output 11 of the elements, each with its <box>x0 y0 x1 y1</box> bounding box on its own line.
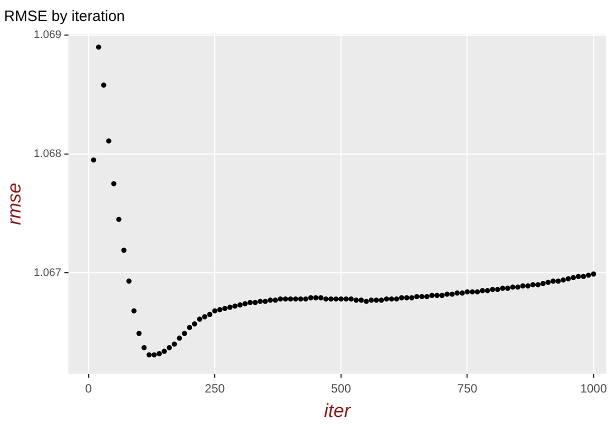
x-axis-title: iter <box>324 400 352 422</box>
y-tick-label: 1.069 <box>34 29 62 42</box>
x-tick-label: 750 <box>457 381 478 396</box>
x-tick-label: 1000 <box>580 381 608 396</box>
y-tick-label: 1.067 <box>34 266 62 279</box>
chart-title: RMSE by iteration <box>4 8 125 26</box>
x-tick-label: 0 <box>85 381 92 396</box>
y-axis-title: rmse <box>4 182 26 226</box>
x-tick-label: 500 <box>331 381 352 396</box>
x-tick-label: 250 <box>204 381 226 396</box>
y-tick-label: 1.068 <box>34 148 62 160</box>
